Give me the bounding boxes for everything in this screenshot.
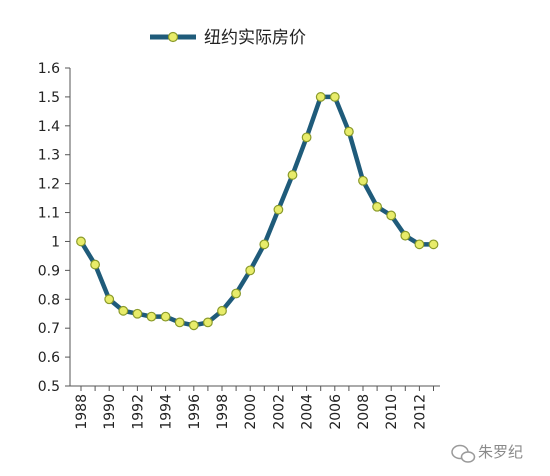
data-point (259, 239, 270, 250)
plot-area (76, 92, 439, 331)
y-tick-label: 0.5 (38, 379, 60, 395)
data-point (90, 259, 100, 270)
data-point (146, 311, 157, 322)
data-point (118, 305, 129, 316)
y-tick-label: 1.4 (38, 119, 60, 135)
wechat-icon (451, 444, 476, 463)
y-tick-label: 0.7 (38, 321, 60, 337)
x-tick-label: 1990 (102, 394, 118, 430)
data-point (301, 132, 312, 143)
data-point (76, 236, 86, 247)
x-tick-label: 2012 (412, 394, 428, 430)
data-point (273, 204, 284, 215)
x-tick-label: 2002 (271, 394, 287, 430)
y-tick-label: 0.9 (38, 263, 60, 279)
data-point (245, 265, 256, 276)
legend-label: 纽约实际房价 (204, 28, 306, 48)
x-tick-label: 2004 (300, 394, 316, 430)
y-tick-label: 1 (51, 234, 60, 250)
y-tick-label: 1.6 (38, 61, 60, 77)
y-tick-label: 1.5 (38, 90, 60, 106)
x-tick-label: 2010 (384, 394, 400, 430)
data-point (132, 308, 143, 319)
x-axis: 1988 1990 1992 1994 1996 1998 2000 2002 2004 2006… (70, 385, 440, 430)
data-point (344, 126, 354, 137)
data-point (202, 317, 213, 328)
y-tick-label: 1.1 (38, 206, 60, 222)
data-point (315, 92, 326, 102)
x-tick-label: 2008 (356, 394, 372, 430)
data-point (386, 210, 397, 221)
y-axis: 0.5 0.6 0.7 0.8 0.9 1 1.1 1.2 1.3 1.4 1.5 1.6 (38, 61, 71, 395)
data-point (428, 239, 439, 250)
data-point (160, 311, 171, 322)
data-point (358, 175, 368, 186)
data-point (414, 239, 425, 250)
y-tick-label: 0.8 (38, 292, 60, 308)
data-point (400, 230, 411, 241)
x-tick-label: 1988 (74, 394, 90, 430)
legend: 纽约实际房价 (150, 28, 306, 48)
data-point (329, 92, 340, 102)
x-tick-label: 1992 (130, 394, 146, 430)
y-tick-label: 1.3 (38, 148, 60, 164)
x-tick-label: 2006 (328, 394, 344, 430)
data-point (174, 317, 185, 328)
x-tick-label: 2000 (243, 394, 259, 430)
data-point (188, 320, 199, 331)
y-tick-label: 0.6 (38, 350, 60, 366)
series-line (79, 94, 434, 328)
x-tick-label: 1994 (159, 394, 175, 430)
data-point (104, 294, 115, 305)
watermark-text: 朱罗纪 (478, 443, 523, 461)
data-point (231, 288, 242, 299)
watermark: 朱罗纪 (451, 443, 523, 463)
data-point (287, 170, 298, 180)
data-point (372, 201, 383, 212)
x-tick-label: 1996 (187, 394, 203, 430)
legend-marker (167, 31, 179, 43)
x-tick-label: 1998 (215, 394, 231, 430)
y-tick-label: 1.2 (38, 177, 60, 193)
data-point (217, 305, 227, 316)
